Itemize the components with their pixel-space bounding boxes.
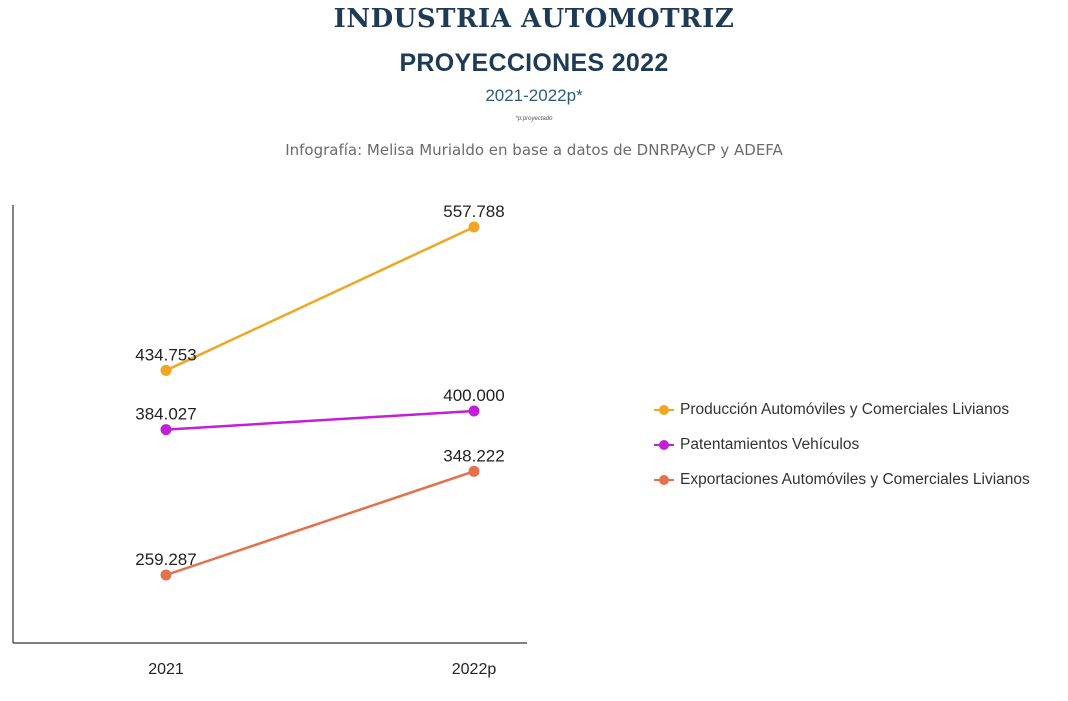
legend-dot [659,474,669,485]
legend-marker-icon [652,404,676,416]
data-label: 259.287 [135,550,196,569]
data-point[interactable] [160,424,172,436]
period-label: 2021-2022p* [485,86,583,105]
data-point[interactable] [160,364,172,376]
series-line-2 [165,470,475,577]
chart-legend: Producción Automóviles y Comerciales Liv… [652,392,1030,497]
legend-dot [659,404,669,415]
data-point[interactable] [160,569,172,581]
projection-note: *p:proyectado [515,116,553,122]
data-label: 400.000 [443,386,504,405]
legend-label: Producción Automóviles y Comerciales Liv… [680,400,1010,418]
legend-marker-icon [652,474,676,486]
series-line-0 [165,225,475,372]
source-credit: Infografía: Melisa Murialdo en base a da… [285,141,783,159]
legend-item-produccion[interactable]: Producción Automóviles y Comerciales Liv… [652,392,1030,427]
data-point[interactable] [468,221,480,233]
data-label: 434.753 [135,345,196,364]
series-line-1 [165,409,475,431]
data-label: 384.027 [135,405,196,424]
legend-item-patentamientos[interactable]: Patentamientos Vehículos [652,427,1030,462]
legend-dot [659,439,669,450]
data-label: 348.222 [443,446,504,465]
data-point[interactable] [468,405,480,417]
data-label: 557.788 [443,202,504,221]
legend-item-exportaciones[interactable]: Exportaciones Automóviles y Comerciales … [652,462,1030,497]
legend-label: Exportaciones Automóviles y Comerciales … [680,470,1030,488]
x-tick-label: 2022p [452,661,497,678]
legend-label: Patentamientos Vehículos [680,435,860,453]
chart-title: INDUSTRIA AUTOMOTRIZ [333,4,735,34]
data-point[interactable] [468,465,480,477]
chart-subtitle: PROYECCIONES 2022 [399,49,669,77]
legend-marker-icon [652,439,676,451]
x-tick-label: 2021 [148,661,184,678]
